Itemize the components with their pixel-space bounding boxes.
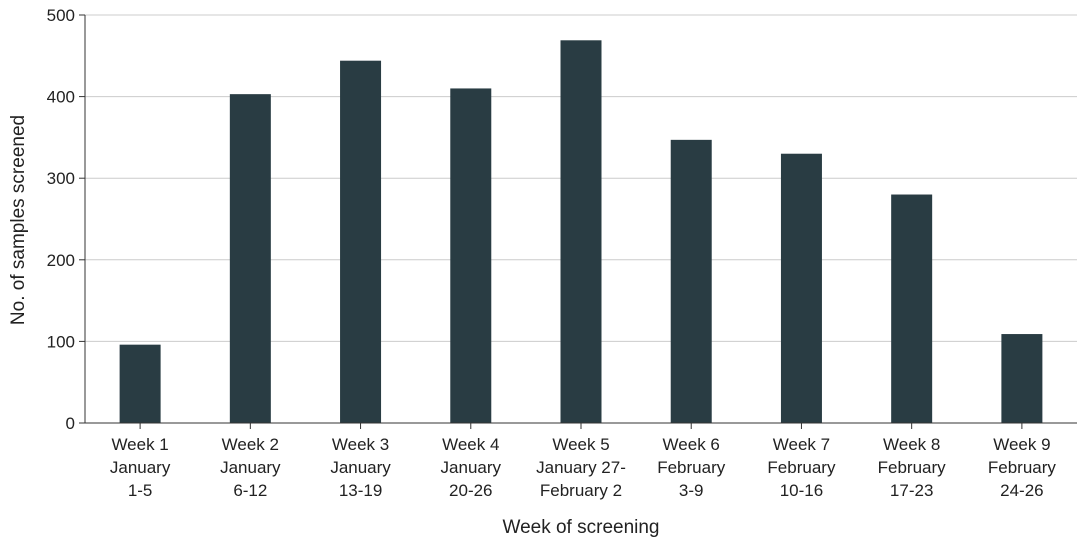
bar — [340, 60, 382, 424]
y-tick-label: 300 — [47, 169, 75, 188]
x-tick-label-line: Week 2 — [222, 435, 279, 454]
x-tick-label-line: Week 5 — [552, 435, 609, 454]
x-tick-label-line: Week 6 — [663, 435, 720, 454]
y-tick-label: 100 — [47, 332, 75, 351]
y-axis-title: No. of samples screened — [8, 115, 29, 325]
x-tick-label-line: Week 4 — [442, 435, 499, 454]
x-axis-title: Week of screening — [502, 517, 659, 538]
bar — [1001, 334, 1043, 423]
y-tick-label: 200 — [47, 251, 75, 270]
x-tick-label: Week 7 February 10-16 — [767, 435, 836, 500]
x-tick-labels: Week 1 January 1-5 Week 2 January 6-12 Week 3 J… — [110, 423, 1057, 500]
bar — [670, 139, 712, 423]
x-tick-label-line: Week 9 — [993, 435, 1050, 454]
x-tick-label-line: Week 1 — [111, 435, 168, 454]
x-tick-label-line: Week 3 — [332, 435, 389, 454]
x-tick-label-line: January — [220, 458, 281, 477]
x-tick-label-line: 20-26 — [449, 481, 492, 500]
x-tick-label: Week 2 January 6-12 — [220, 435, 281, 500]
x-tick-label: Week 6 February 3-9 — [657, 435, 726, 500]
x-tick-label-line: January 27- — [536, 458, 626, 477]
x-tick-label: Week 5 January 27- February 2 — [536, 435, 626, 500]
y-tick-label: 400 — [47, 88, 75, 107]
x-tick-label: Week 1 January 1-5 — [110, 435, 171, 500]
x-tick-label: Week 4 January 20-26 — [441, 435, 502, 500]
y-tick-label: 500 — [47, 6, 75, 25]
x-tick-label-line: 3-9 — [679, 481, 704, 500]
x-tick-label-line: 17-23 — [890, 481, 933, 500]
bar — [450, 88, 492, 423]
x-tick-label: Week 9 February 24-26 — [988, 435, 1057, 500]
x-tick-label-line: Week 8 — [883, 435, 940, 454]
x-tick-label-line: January — [110, 458, 171, 477]
y-tick-label: 0 — [66, 414, 75, 433]
x-tick-label-line: February — [878, 458, 947, 477]
y-tick-labels: 0 100 200 300 400 500 — [47, 6, 85, 433]
x-tick-label-line: January — [441, 458, 502, 477]
bar — [891, 194, 933, 423]
x-tick-label: Week 8 February 17-23 — [878, 435, 947, 500]
x-tick-label-line: 13-19 — [339, 481, 382, 500]
bar — [119, 344, 161, 423]
x-tick-label-line: February — [988, 458, 1057, 477]
bar — [229, 94, 271, 423]
bars — [119, 40, 1043, 424]
x-tick-label-line: February — [767, 458, 836, 477]
x-tick-label-line: 6-12 — [233, 481, 267, 500]
x-tick-label-line: 1-5 — [128, 481, 153, 500]
x-tick-label: Week 3 January 13-19 — [330, 435, 391, 500]
x-tick-label-line: February 2 — [540, 481, 622, 500]
x-tick-label-line: 10-16 — [780, 481, 823, 500]
x-tick-label-line: 24-26 — [1000, 481, 1043, 500]
bar — [780, 153, 822, 423]
x-tick-label-line: January — [330, 458, 391, 477]
x-tick-label-line: February — [657, 458, 726, 477]
x-tick-label-line: Week 7 — [773, 435, 830, 454]
bar — [560, 40, 602, 424]
